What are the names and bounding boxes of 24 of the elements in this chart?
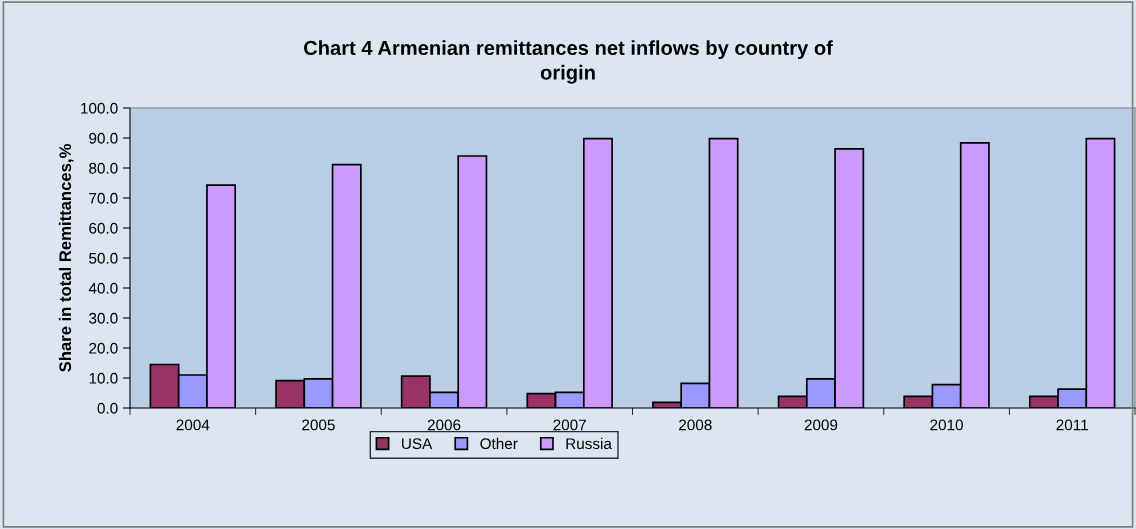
y-tick-label: 70.0 [89, 192, 118, 204]
legend-label: Russia [566, 437, 612, 450]
legend-label: Other [480, 437, 518, 450]
legend-label: USA [402, 438, 433, 450]
y-tick-label: 60.0 [89, 222, 118, 234]
x-tick-label: 2006 [427, 419, 461, 431]
y-tick-label: 100.0 [81, 102, 118, 114]
y-tick-label: 20.0 [89, 342, 118, 354]
y-tick-label: 30.0 [89, 312, 118, 324]
x-tick-label: 2010 [930, 419, 963, 431]
x-tick-label: 2005 [302, 419, 335, 431]
x-tick-label: 2011 [1056, 419, 1088, 431]
y-tick-label: 10.0 [89, 372, 118, 384]
x-tick-label: 2009 [804, 419, 838, 431]
y-tick-label: 90.0 [89, 132, 118, 144]
x-tick-label: 2004 [176, 419, 210, 431]
y-axis-title: Share in total Remittances,% [58, 144, 74, 372]
y-tick-label: 50.0 [89, 252, 118, 264]
x-tick-label: 2007 [553, 419, 586, 431]
x-tick-label: 2008 [679, 419, 712, 431]
y-tick-label: 80.0 [89, 162, 118, 174]
chart-title: Chart 4 Armenian remittances net inflows by country of origin [304, 40, 833, 84]
y-tick-label: 0.0 [97, 402, 118, 414]
y-tick-label: 40.0 [88, 282, 118, 294]
